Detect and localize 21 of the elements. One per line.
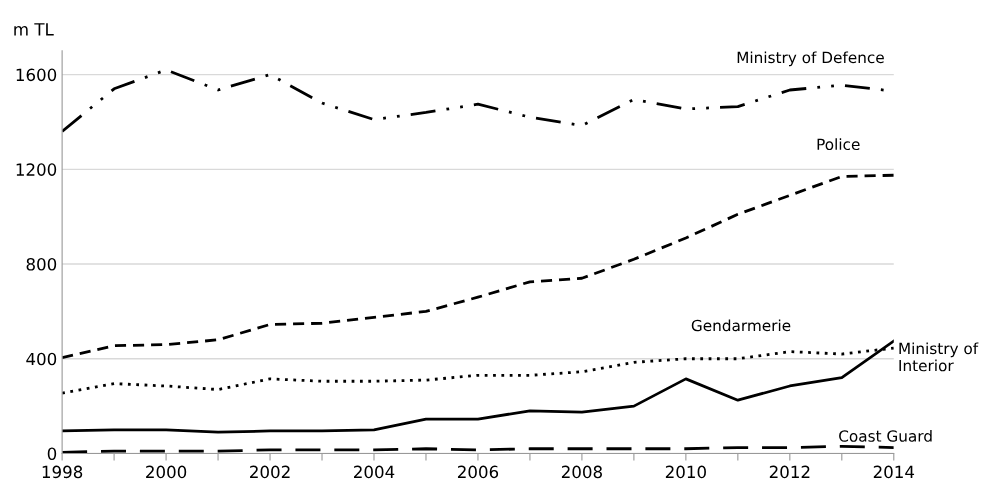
x-tick-label: 2004 [354,465,395,479]
x-tick-label: 2008 [561,465,602,479]
x-tick-label: 2002 [250,465,290,479]
y-tick-label: 1200 [16,163,57,176]
series-label: Ministry of Defence [737,51,884,67]
line-series [62,173,894,359]
series-label: Ministry of Interior [899,342,979,372]
series-label: Police [817,138,860,151]
x-tick-label: 2010 [665,465,706,479]
y-tick-label: 400 [26,352,57,366]
y-tick-label: 0 [47,447,57,461]
x-tick-label: 1998 [42,465,83,479]
x-tick-label: 2012 [769,465,810,479]
series-label: Coast Guard [839,429,932,442]
x-tick-label: 2014 [873,465,915,479]
x-tick-label: 2000 [146,465,187,479]
y-tick-label: 800 [26,258,57,271]
y-axis-title: m TL [14,23,54,36]
series-label: Gendarmerie [691,319,791,332]
x-tick-label: 2006 [457,465,499,479]
y-tick-label: 1600 [16,68,57,82]
